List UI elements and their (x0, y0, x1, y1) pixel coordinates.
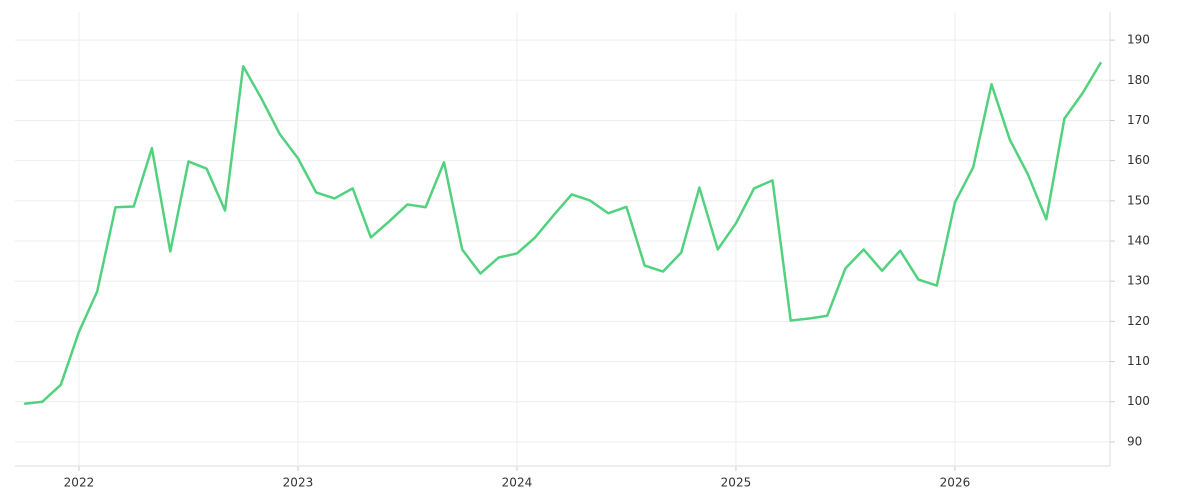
data-line (24, 61, 1103, 405)
y-tick-label: 160 (1127, 153, 1150, 167)
x-tick-label: 2024 (502, 476, 533, 490)
y-tick-label: 120 (1127, 314, 1150, 328)
x-tick-label: 2025 (721, 476, 752, 490)
x-tick-label: 2022 (64, 476, 95, 490)
y-tick-label: 140 (1127, 234, 1150, 248)
y-tick-label: 180 (1127, 73, 1150, 87)
y-tick-label: 130 (1127, 274, 1150, 288)
y-tick-label: 90 (1127, 434, 1142, 448)
y-tick-label: 150 (1127, 193, 1150, 207)
y-tick-label: 110 (1127, 354, 1150, 368)
y-tick-label: 170 (1127, 113, 1150, 127)
x-tick-label: 2026 (940, 476, 971, 490)
y-tick-label: 100 (1127, 394, 1150, 408)
y-tick-label: 190 (1127, 33, 1150, 47)
x-tick-label: 2023 (283, 476, 314, 490)
